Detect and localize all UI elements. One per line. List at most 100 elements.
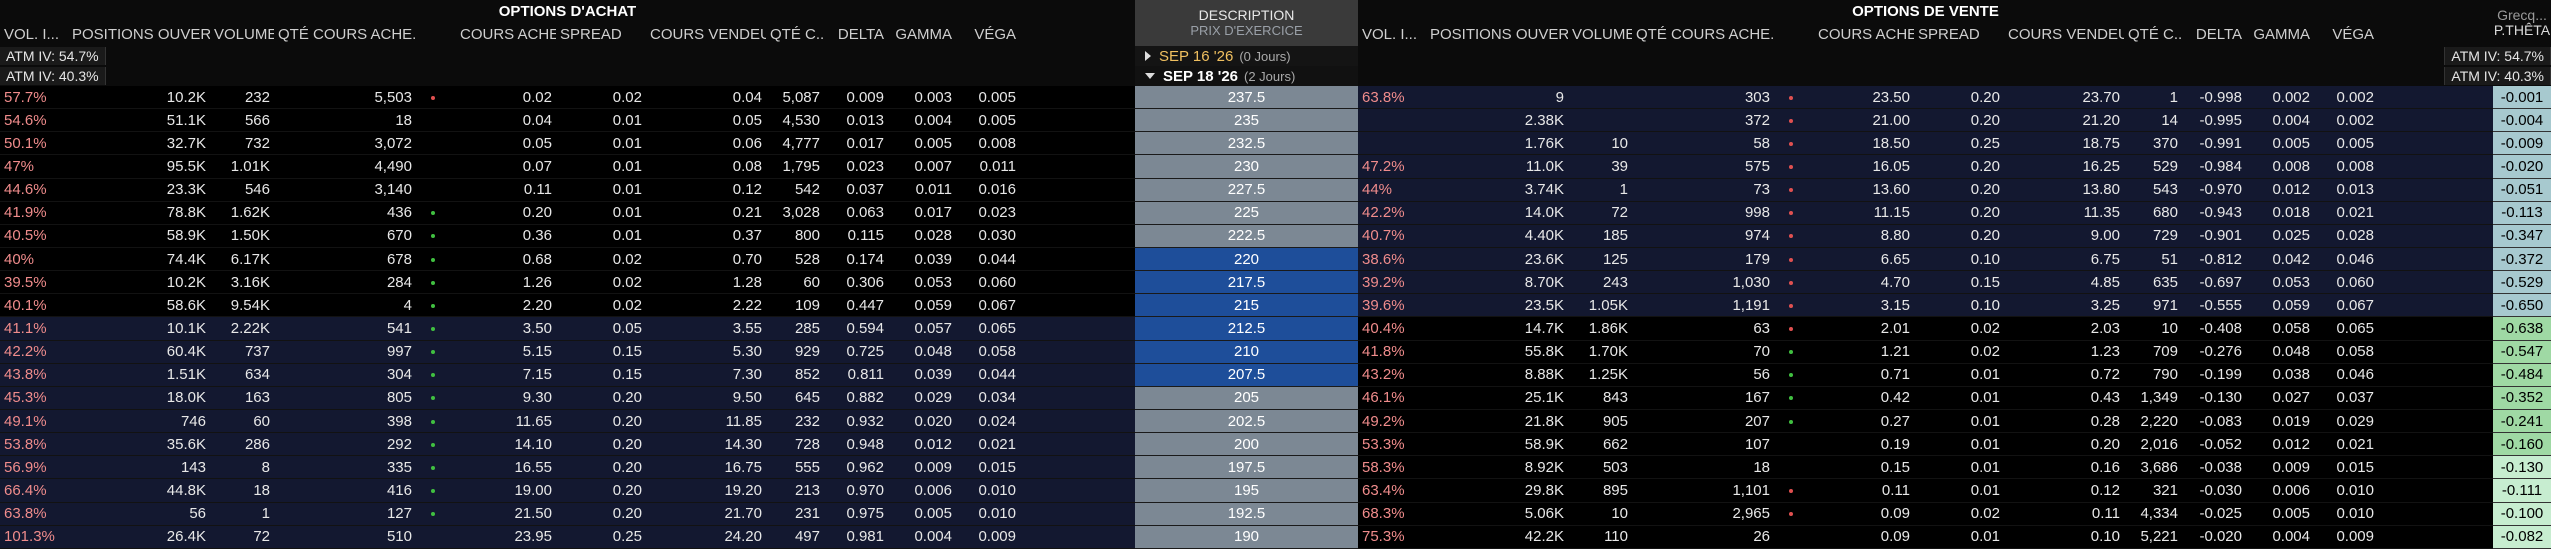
puts-ask-cell[interactable]: 0.28 bbox=[2090, 412, 2120, 430]
calls-col-header[interactable]: SPREAD bbox=[560, 26, 622, 43]
calls-table-row[interactable]: 39.5% 10.2K 3.16K 284 1.26 0.02 1.28 60 0.306 0.0… bbox=[0, 271, 1135, 295]
expiry-sep16[interactable]: SEP 16 '26 (0 Jours) bbox=[1135, 46, 1358, 66]
puts-bid-cell[interactable]: 2.01 bbox=[1880, 319, 1910, 337]
puts-bid-cell[interactable]: 6.65 bbox=[1880, 250, 1910, 268]
puts-table-row[interactable]: 40.7% 4.40K 185 974 8.80 0.20 9.00 729 -0.901 0.0… bbox=[1358, 224, 2493, 248]
puts-ask-cell[interactable]: 0.16 bbox=[2090, 458, 2120, 476]
puts-table-row[interactable]: 38.6% 23.6K 125 179 6.65 0.10 6.75 51 -0.812 0.04… bbox=[1358, 247, 2493, 272]
calls-col-header[interactable]: VÉGA bbox=[974, 26, 1016, 43]
expiry-sep18[interactable]: SEP 18 '26 (2 Jours) bbox=[1135, 66, 1358, 86]
calls-table-row[interactable]: 42.2% 60.4K 737 997 5.15 0.15 5.30 929 0.725 0.04… bbox=[0, 340, 1135, 364]
calls-ask-cell[interactable]: 0.70 bbox=[732, 250, 762, 268]
calls-ask-cell[interactable]: 0.08 bbox=[732, 157, 762, 175]
strike-price-cell[interactable]: 227.5 bbox=[1135, 178, 1358, 202]
puts-ask-cell[interactable]: 0.43 bbox=[2090, 389, 2120, 407]
calls-table-row[interactable]: 45.3% 18.0K 163 805 9.30 0.20 9.50 645 0.882 0.02… bbox=[0, 386, 1135, 410]
strike-price-cell[interactable]: 192.5 bbox=[1135, 502, 1358, 526]
calls-ask-cell[interactable]: 21.70 bbox=[724, 505, 762, 523]
puts-col-header[interactable]: VOL. I... bbox=[1362, 26, 1418, 43]
puts-bid-cell[interactable]: 0.09 bbox=[1880, 528, 1910, 546]
calls-table-row[interactable]: 63.8% 56 1 127 21.50 0.20 21.70 231 0.975 0.005 0.… bbox=[0, 502, 1135, 526]
puts-ask-cell[interactable]: 0.12 bbox=[2090, 481, 2120, 499]
puts-col-header[interactable]: GAMMA bbox=[2253, 26, 2310, 43]
puts-bid-cell[interactable]: 1.21 bbox=[1880, 343, 1910, 361]
puts-col-header[interactable]: POSITIONS OUVERTE... bbox=[1430, 26, 1568, 43]
calls-col-header[interactable]: VOL. I... bbox=[4, 26, 60, 43]
calls-bid-cell[interactable]: 0.02 bbox=[522, 88, 552, 106]
strike-price-cell[interactable]: 197.5 bbox=[1135, 456, 1358, 480]
strike-price-cell[interactable]: 222.5 bbox=[1135, 224, 1358, 248]
calls-table-row[interactable]: 101.3% 26.4K 72 510 23.95 0.25 24.20 497 0.981 0.… bbox=[0, 525, 1135, 549]
calls-bid-cell[interactable]: 19.00 bbox=[514, 481, 552, 499]
calls-ask-cell[interactable]: 19.20 bbox=[724, 481, 762, 499]
calls-ask-cell[interactable]: 0.21 bbox=[732, 204, 762, 222]
calls-col-header[interactable]: COURS VENDEUR bbox=[650, 26, 766, 43]
puts-table-row[interactable]: 58.3% 8.92K 503 18 0.15 0.01 0.16 3,686 -0.038 0.… bbox=[1358, 456, 2493, 480]
puts-table-row[interactable]: 53.3% 58.9K 662 107 0.19 0.01 0.20 2,016 -0.052 0… bbox=[1358, 433, 2493, 457]
strike-price-cell[interactable]: 220 bbox=[1135, 247, 1358, 272]
calls-ask-cell[interactable]: 3.55 bbox=[732, 319, 762, 337]
puts-ask-cell[interactable]: 0.11 bbox=[2091, 505, 2120, 523]
puts-ask-cell[interactable]: 4.85 bbox=[2090, 273, 2120, 291]
puts-col-header[interactable]: SPREAD bbox=[1918, 26, 1980, 43]
calls-col-header[interactable]: GAMMA bbox=[895, 26, 952, 43]
strike-price-cell[interactable]: 190 bbox=[1135, 525, 1358, 549]
calls-bid-cell[interactable]: 1.26 bbox=[522, 273, 552, 291]
calls-ask-cell[interactable]: 2.22 bbox=[732, 296, 762, 314]
puts-col-header[interactable]: VOLUME bbox=[1572, 26, 1632, 43]
calls-ask-cell[interactable]: 0.05 bbox=[732, 111, 762, 129]
calls-ask-cell[interactable]: 14.30 bbox=[724, 435, 762, 453]
calls-col-header[interactable]: QTÉ COURS ACHE... bbox=[278, 26, 416, 43]
puts-col-header[interactable]: QTÉ C... bbox=[2128, 26, 2182, 43]
puts-table-row[interactable]: 46.1% 25.1K 843 167 0.42 0.01 0.43 1,349 -0.130 0… bbox=[1358, 386, 2493, 410]
puts-table-row[interactable]: 63.4% 29.8K 895 1,101 0.11 0.01 0.12 321 -0.030 0… bbox=[1358, 479, 2493, 503]
calls-bid-cell[interactable]: 23.95 bbox=[514, 528, 552, 546]
calls-table-row[interactable]: 40.5% 58.9K 1.50K 670 0.36 0.01 0.37 800 0.115 0.… bbox=[0, 224, 1135, 248]
calls-bid-cell[interactable]: 7.15 bbox=[522, 366, 552, 384]
description-header[interactable]: DESCRIPTION PRIX D'EXERCICE bbox=[1135, 0, 1358, 46]
puts-table-row[interactable]: 75.3% 42.2K 110 26 0.09 0.01 0.10 5,221 -0.020 0.… bbox=[1358, 525, 2493, 549]
calls-bid-cell[interactable]: 0.20 bbox=[522, 204, 552, 222]
puts-bid-cell[interactable]: 23.50 bbox=[1872, 88, 1910, 106]
puts-table-row[interactable]: 63.8% 9 303 23.50 0.20 23.70 1 -0.998 0.002 0.002 bbox=[1358, 86, 2493, 110]
puts-table-row[interactable]: 43.2% 8.88K 1.25K 56 0.71 0.01 0.72 790 -0.199 0.… bbox=[1358, 363, 2493, 387]
puts-ask-cell[interactable]: 9.00 bbox=[2090, 227, 2120, 245]
strike-price-cell[interactable]: 200 bbox=[1135, 433, 1358, 457]
strike-price-cell[interactable]: 230 bbox=[1135, 155, 1358, 179]
puts-table-row[interactable]: 42.2% 14.0K 72 998 11.15 0.20 11.35 680 -0.943 0.… bbox=[1358, 201, 2493, 225]
strike-price-cell[interactable]: 235 bbox=[1135, 109, 1358, 133]
calls-bid-cell[interactable]: 5.15 bbox=[522, 343, 552, 361]
calls-col-header[interactable]: VOLUME bbox=[214, 26, 274, 43]
calls-col-header[interactable]: POSITIONS OUVERTE... bbox=[72, 26, 210, 43]
calls-ask-cell[interactable]: 7.30 bbox=[732, 366, 762, 384]
strike-price-cell[interactable]: 195 bbox=[1135, 479, 1358, 503]
calls-col-header[interactable]: DELTA bbox=[837, 26, 884, 43]
strike-price-cell[interactable]: 225 bbox=[1135, 201, 1358, 225]
calls-col-header[interactable]: COURS ACHETEUR bbox=[460, 26, 556, 43]
puts-ask-cell[interactable]: 3.25 bbox=[2090, 296, 2120, 314]
calls-table-row[interactable]: 41.9% 78.8K 1.62K 436 0.20 0.01 0.21 3,028 0.063… bbox=[0, 201, 1135, 225]
puts-table-row[interactable]: 49.2% 21.8K 905 207 0.27 0.01 0.28 2,220 -0.083 0… bbox=[1358, 409, 2493, 434]
puts-table-row[interactable]: 39.6% 23.5K 1.05K 1,191 3.15 0.10 3.25 971 -0.55… bbox=[1358, 294, 2493, 318]
puts-bid-cell[interactable]: 11.15 bbox=[1873, 204, 1910, 222]
puts-bid-cell[interactable]: 0.19 bbox=[1880, 435, 1910, 453]
puts-bid-cell[interactable]: 3.15 bbox=[1880, 296, 1910, 314]
greeks-header[interactable]: Grecq... P.THÊTA bbox=[2493, 0, 2551, 46]
puts-table-row[interactable]: 1.76K 10 58 18.50 0.25 18.75 370 -0.991 0.005 0.0… bbox=[1358, 132, 2493, 156]
strike-price-cell[interactable]: 205 bbox=[1135, 386, 1358, 410]
strike-price-cell[interactable]: 232.5 bbox=[1135, 132, 1358, 156]
calls-table-row[interactable]: 54.6% 51.1K 566 18 0.04 0.01 0.05 4,530 0.013 0.0… bbox=[0, 109, 1135, 133]
puts-col-header[interactable]: VÉGA bbox=[2332, 26, 2374, 43]
calls-bid-cell[interactable]: 0.11 bbox=[523, 181, 552, 199]
puts-bid-cell[interactable]: 4.70 bbox=[1880, 273, 1910, 291]
puts-table-row[interactable]: 41.8% 55.8K 1.70K 70 1.21 0.02 1.23 709 -0.276 0.… bbox=[1358, 340, 2493, 364]
calls-ask-cell[interactable]: 0.12 bbox=[732, 181, 762, 199]
calls-bid-cell[interactable]: 0.68 bbox=[522, 250, 552, 268]
calls-ask-cell[interactable]: 1.28 bbox=[732, 273, 762, 291]
puts-bid-cell[interactable]: 8.80 bbox=[1880, 227, 1910, 245]
calls-ask-cell[interactable]: 24.20 bbox=[724, 528, 762, 546]
puts-bid-cell[interactable]: 0.27 bbox=[1880, 412, 1910, 430]
puts-ask-cell[interactable]: 0.20 bbox=[2090, 435, 2120, 453]
strike-price-cell[interactable]: 202.5 bbox=[1135, 409, 1358, 434]
calls-table-row[interactable]: 44.6% 23.3K 546 3,140 0.11 0.01 0.12 542 0.037 0.… bbox=[0, 178, 1135, 202]
